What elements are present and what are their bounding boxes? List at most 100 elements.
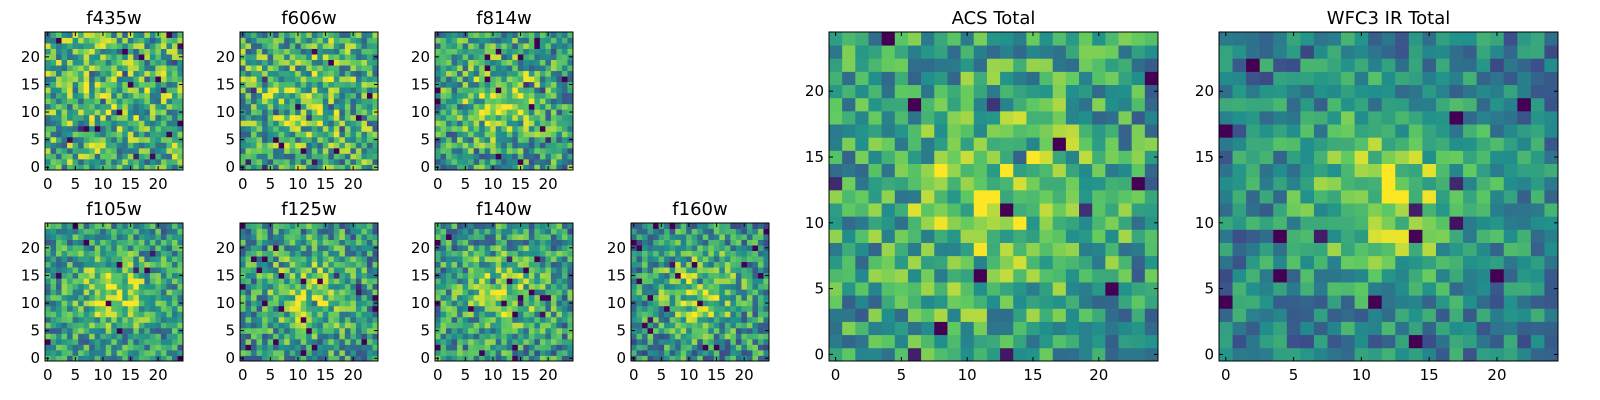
heatmap-cell — [100, 153, 107, 160]
heatmap-cell — [724, 289, 731, 296]
heatmap-cell — [127, 311, 134, 318]
heatmap-cell — [973, 268, 988, 283]
heatmap-cell — [111, 81, 118, 88]
heatmap-cell — [545, 59, 552, 66]
heatmap-cell — [539, 120, 546, 127]
heatmap-cell — [539, 267, 546, 274]
heatmap-cell — [735, 250, 742, 257]
heatmap-cell — [317, 311, 324, 318]
heatmap-cell — [366, 103, 373, 110]
heatmap-cell — [894, 282, 909, 296]
heatmap-cell — [67, 311, 73, 318]
heatmap-cell — [273, 294, 280, 301]
heatmap-cell — [653, 289, 659, 296]
heatmap-cell — [947, 150, 961, 164]
heatmap-cell — [67, 333, 73, 340]
heatmap-cell — [344, 147, 351, 154]
heatmap-cell — [669, 311, 676, 318]
heatmap-cell — [284, 272, 291, 279]
heatmap-cell — [273, 32, 280, 38]
heatmap-cell — [289, 327, 296, 334]
heatmap-cell — [523, 65, 530, 72]
heatmap-cell — [686, 294, 693, 301]
heatmap-cell — [468, 109, 475, 116]
heatmap-cell — [361, 87, 368, 94]
heatmap-cell — [479, 250, 486, 257]
heatmap-cell — [757, 322, 764, 329]
heatmap-cell — [122, 81, 129, 88]
heatmap-cell — [468, 147, 475, 154]
heatmap-cell — [339, 327, 346, 334]
heatmap-cell — [295, 131, 302, 138]
heatmap-cell — [724, 294, 731, 301]
heatmap-cell — [545, 37, 552, 44]
heatmap-cell — [355, 109, 362, 116]
heatmap-cell — [545, 76, 552, 83]
panel-title: f140w — [476, 199, 531, 220]
heatmap-cell — [490, 333, 497, 340]
heatmap-cell — [372, 103, 379, 110]
heatmap-cell — [501, 294, 508, 301]
heatmap-cell — [138, 81, 145, 88]
heatmap-cell — [713, 234, 720, 240]
heatmap-cell — [366, 54, 373, 60]
heatmap-cell — [149, 120, 156, 127]
heatmap-cell — [1131, 295, 1146, 309]
heatmap-cell — [523, 32, 530, 38]
heatmap-cell — [490, 65, 497, 72]
heatmap-cell — [328, 164, 335, 171]
heatmap-cell — [528, 261, 535, 268]
heatmap-cell — [355, 70, 362, 77]
heatmap-cell — [166, 283, 173, 290]
heatmap-cell — [155, 305, 162, 312]
heatmap-cell — [72, 43, 79, 49]
heatmap-cell — [528, 305, 535, 312]
heatmap-cell — [567, 37, 574, 44]
heatmap-cell — [94, 92, 101, 99]
heatmap-cell — [133, 147, 140, 154]
heatmap-cell — [333, 109, 340, 116]
heatmap-cell — [344, 65, 351, 72]
heatmap-cell — [245, 245, 252, 251]
heatmap-cell — [702, 261, 709, 268]
heatmap-cell — [111, 109, 118, 116]
heatmap-cell — [245, 300, 252, 307]
heatmap-cell — [440, 81, 447, 88]
heatmap-cell — [361, 305, 368, 312]
heatmap-cell — [1118, 242, 1133, 257]
y-tick-label: 10 — [607, 294, 626, 312]
heatmap-cell — [484, 125, 491, 132]
heatmap-cell — [50, 37, 57, 44]
heatmap-cell — [534, 103, 541, 110]
heatmap-cell — [642, 223, 648, 229]
heatmap-cell — [440, 87, 447, 94]
heatmap-cell — [1144, 255, 1159, 270]
heatmap-cell — [451, 153, 458, 160]
heatmap-cell — [306, 76, 313, 83]
heatmap-cell — [462, 327, 469, 334]
heatmap-cell — [333, 87, 340, 94]
heatmap-cell — [267, 250, 274, 257]
heatmap-cell — [473, 125, 480, 132]
heatmap-cell — [245, 125, 252, 132]
heatmap-cell — [166, 272, 173, 279]
heatmap-cell — [56, 338, 62, 345]
heatmap-cell — [855, 189, 869, 204]
heatmap-cell — [1026, 189, 1040, 204]
heatmap-cell — [295, 114, 302, 121]
heatmap-cell — [506, 250, 513, 257]
heatmap-cell — [177, 344, 184, 351]
heatmap-cell — [317, 114, 324, 121]
heatmap-cell — [462, 333, 469, 340]
heatmap-cell — [171, 59, 178, 66]
heatmap-cell — [528, 234, 535, 240]
heatmap-cell — [256, 294, 263, 301]
heatmap-cell — [702, 228, 709, 235]
heatmap-cell — [746, 333, 753, 340]
heatmap-cell — [462, 349, 469, 356]
heatmap-cell — [251, 120, 257, 127]
heatmap-cell — [83, 59, 90, 66]
heatmap-cell — [67, 32, 73, 38]
heatmap-cell — [713, 261, 720, 268]
y-tick-label: 0 — [420, 349, 430, 367]
